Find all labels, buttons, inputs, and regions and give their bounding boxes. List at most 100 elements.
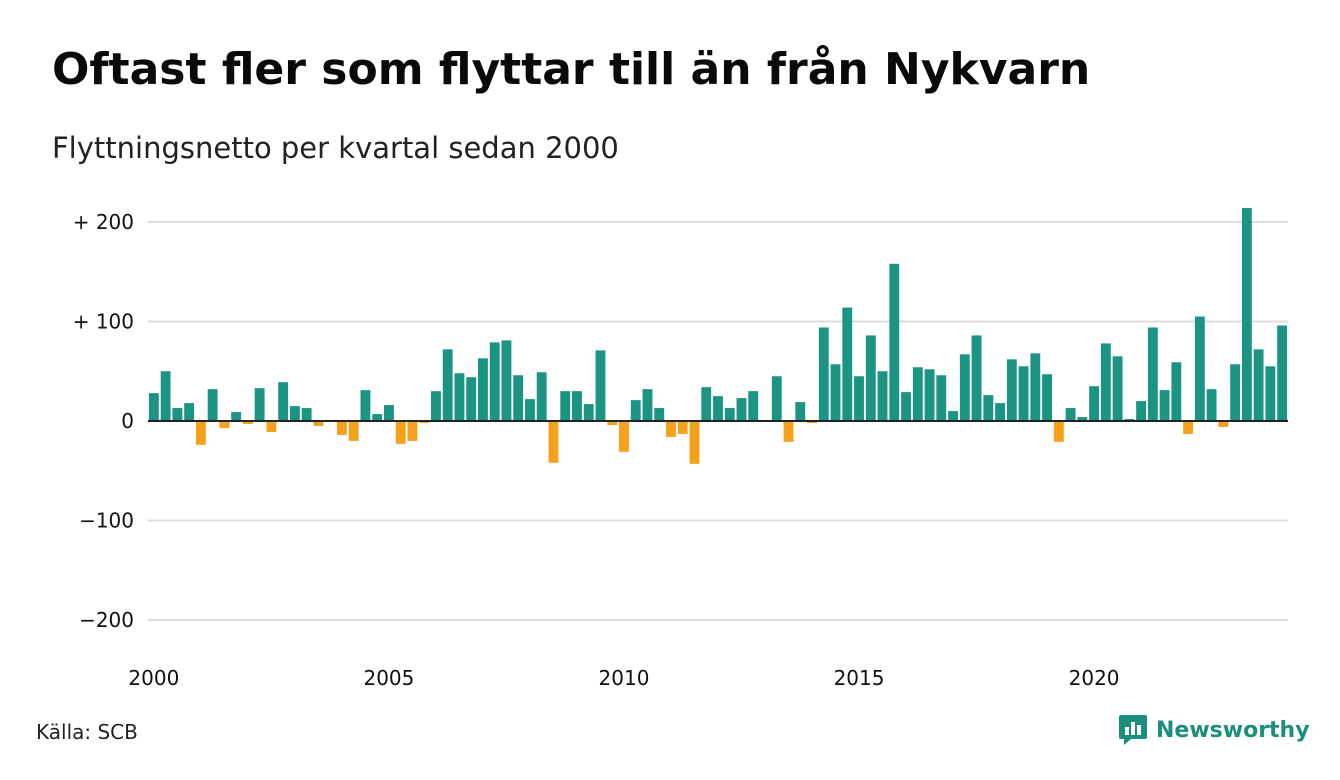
bar-2018-q3: [1018, 366, 1029, 421]
bar-2005-q2: [395, 421, 406, 444]
bar-2016-q3: [924, 369, 935, 421]
y-tick-label: −200: [79, 608, 134, 632]
brand-logo[interactable]: Newsworthy: [1118, 712, 1310, 748]
bar-2012-q4: [748, 391, 759, 421]
bar-2018-q2: [1006, 359, 1017, 421]
bar-2019-q4: [1077, 417, 1088, 421]
bar-2023-q3: [1253, 349, 1264, 421]
bar-2008-q4: [560, 391, 571, 421]
bar-2000-q4: [184, 403, 195, 421]
x-tick-label: 2010: [599, 666, 650, 690]
bar-2002-q3: [266, 421, 277, 432]
bar-2005-q1: [383, 405, 394, 421]
bar-2015-q3: [877, 371, 888, 421]
bar-2004-q4: [372, 414, 383, 421]
bar-2001-q3: [219, 421, 230, 428]
bar-2017-q4: [983, 395, 994, 421]
y-tick-label: −100: [79, 509, 134, 533]
bar-2007-q3: [501, 340, 512, 421]
bar-2020-q1: [1089, 386, 1100, 422]
bar-2011-q2: [677, 421, 688, 434]
bar-2012-q3: [736, 398, 747, 422]
bar-chart: + 200 + 100 0 −100 −200 2000 2005 2010 2015 2020: [73, 208, 1288, 690]
bar-2011-q3: [689, 421, 700, 464]
bar-2016-q1: [901, 392, 911, 421]
bar-2008-q2: [536, 372, 547, 422]
bar-2005-q3: [407, 421, 418, 441]
bar-2017-q2: [959, 354, 970, 421]
bar-2007-q1: [478, 358, 488, 421]
bar-2002-q4: [278, 382, 289, 421]
bar-2003-q3: [313, 421, 324, 426]
bar-2003-q2: [301, 408, 312, 421]
bar-2020-q3: [1112, 356, 1123, 421]
bar-2011-q1: [666, 421, 676, 437]
bar-2009-q1: [572, 391, 582, 421]
bar-2002-q2: [254, 388, 265, 422]
bar-layer: [148, 208, 1288, 464]
bar-2018-q4: [1030, 353, 1041, 421]
y-tick-label: + 100: [73, 310, 134, 334]
bar-2010-q3: [642, 389, 653, 421]
x-tick-label: 2005: [363, 666, 414, 690]
bar-2012-q1: [713, 396, 723, 422]
x-tick-label: 2000: [128, 666, 179, 690]
bar-2021-q1: [1136, 401, 1147, 421]
bar-2009-q3: [595, 350, 606, 421]
bar-2014-q2: [818, 327, 829, 421]
bar-2000-q1: [148, 393, 159, 421]
bar-2012-q2: [724, 408, 735, 421]
x-tick-label: 2015: [834, 666, 885, 690]
bar-2004-q2: [348, 421, 359, 441]
bar-2007-q4: [513, 375, 524, 421]
bar-2009-q2: [583, 404, 594, 421]
bar-2015-q4: [889, 263, 900, 421]
bar-2023-q4: [1265, 366, 1276, 421]
bar-2016-q2: [912, 367, 923, 421]
bar-2017-q3: [971, 335, 982, 421]
y-tick-label: + 200: [73, 210, 134, 234]
bar-2000-q2: [160, 371, 171, 421]
bar-2017-q1: [948, 411, 958, 421]
axis-layer: + 200 + 100 0 −100 −200 2000 2005 2010 2015 2020: [73, 210, 1288, 690]
bar-2014-q4: [842, 307, 853, 421]
bar-2006-q4: [466, 377, 477, 421]
bar-2024-q1: [1277, 325, 1288, 421]
newsworthy-logo-icon: [1119, 715, 1147, 745]
x-tick-label: 2020: [1069, 666, 1120, 690]
bar-2001-q4: [231, 412, 242, 422]
bar-2006-q2: [442, 349, 453, 421]
source-note: Källa: SCB: [36, 720, 138, 744]
chart-title: Oftast fler som flyttar till än från Nyk…: [52, 44, 1091, 95]
bar-2022-q3: [1206, 389, 1217, 421]
bar-2007-q2: [489, 342, 500, 421]
bar-2018-q1: [995, 403, 1005, 421]
bar-2020-q2: [1100, 343, 1111, 421]
bar-2004-q1: [336, 421, 347, 435]
bar-2010-q2: [630, 400, 641, 421]
bar-2021-q3: [1159, 390, 1170, 421]
bar-2013-q2: [771, 376, 782, 421]
bar-2010-q1: [619, 421, 629, 452]
bar-2023-q1: [1230, 364, 1241, 421]
grid-layer: [148, 221, 1288, 621]
bar-2014-q3: [830, 364, 841, 421]
bar-2009-q4: [607, 421, 618, 425]
bar-2021-q2: [1147, 327, 1158, 421]
bar-2019-q2: [1053, 421, 1064, 442]
bar-2010-q4: [654, 408, 665, 421]
bar-2023-q2: [1241, 208, 1252, 421]
bar-2021-q4: [1171, 362, 1182, 421]
brand-name: Newsworthy: [1156, 717, 1310, 743]
bar-2008-q3: [548, 421, 559, 463]
bar-2019-q3: [1065, 408, 1076, 421]
bar-2013-q4: [795, 402, 806, 422]
bar-2000-q3: [172, 408, 183, 421]
bar-2003-q1: [289, 406, 300, 421]
bar-2008-q1: [525, 399, 535, 421]
bar-2006-q1: [431, 391, 441, 421]
bar-2022-q1: [1183, 421, 1194, 434]
bar-2015-q1: [854, 376, 864, 421]
bar-2022-q2: [1194, 316, 1205, 421]
chart-subtitle: Flyttningsnetto per kvartal sedan 2000: [52, 131, 619, 165]
